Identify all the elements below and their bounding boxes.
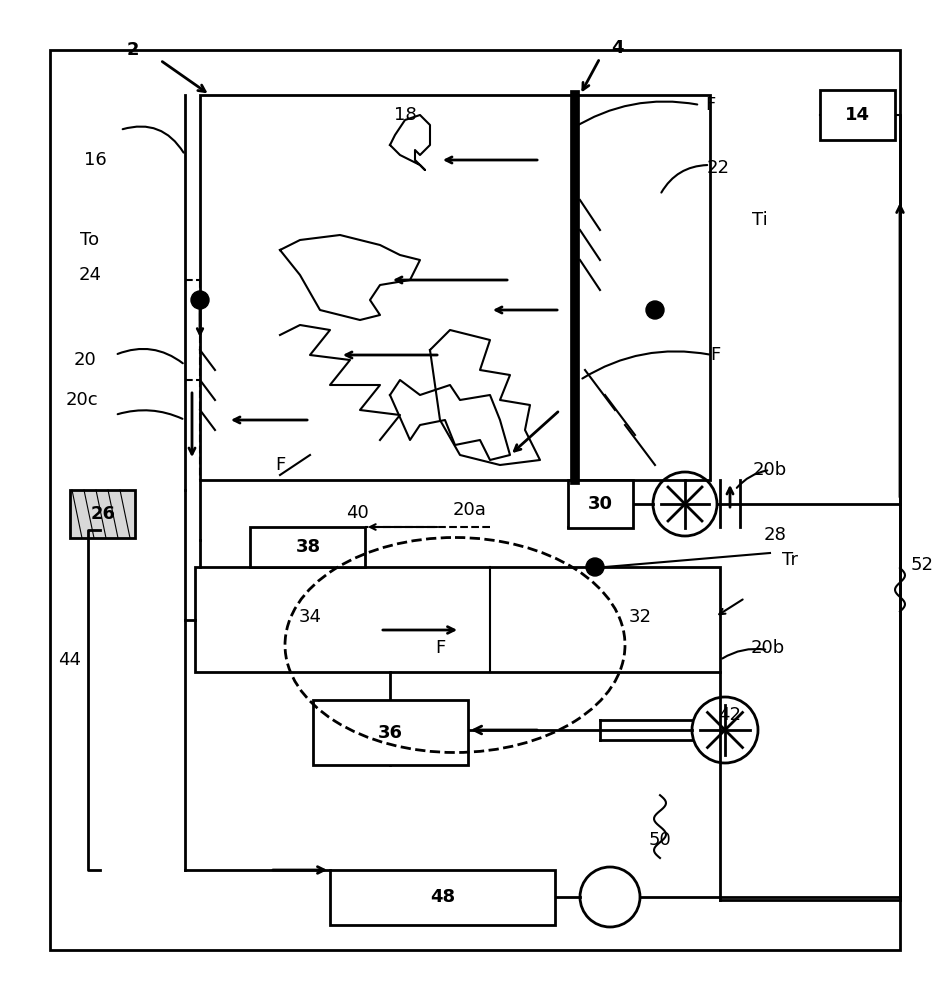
Text: 20b: 20b <box>751 639 786 657</box>
Text: 22: 22 <box>707 159 729 177</box>
Text: 20a: 20a <box>453 501 487 519</box>
Text: 24: 24 <box>79 266 102 284</box>
Bar <box>568 480 633 528</box>
Text: 50: 50 <box>649 831 671 849</box>
Text: 30: 30 <box>588 495 612 513</box>
Bar <box>250 527 365 567</box>
Text: 18: 18 <box>394 106 417 124</box>
Text: 20c: 20c <box>66 391 98 409</box>
Circle shape <box>646 301 664 319</box>
Text: F: F <box>275 456 285 474</box>
Text: 28: 28 <box>764 526 786 544</box>
Bar <box>330 870 555 925</box>
Text: 26: 26 <box>90 505 115 523</box>
Text: 14: 14 <box>844 106 869 124</box>
Text: 4: 4 <box>611 39 623 57</box>
Text: 52: 52 <box>910 556 934 574</box>
Bar <box>313 700 468 765</box>
Text: To: To <box>81 231 100 249</box>
Text: 2: 2 <box>126 41 139 59</box>
Circle shape <box>191 291 209 309</box>
Text: 38: 38 <box>296 538 320 556</box>
Text: 40: 40 <box>345 504 368 522</box>
Text: 36: 36 <box>378 724 402 742</box>
Text: 16: 16 <box>84 151 107 169</box>
Bar <box>70 490 135 538</box>
Text: 20b: 20b <box>753 461 787 479</box>
Bar <box>820 90 895 140</box>
Text: F: F <box>709 346 720 364</box>
Text: Ti: Ti <box>752 211 767 229</box>
Text: 34: 34 <box>299 608 321 626</box>
Text: 20: 20 <box>73 351 96 369</box>
Text: 48: 48 <box>431 888 456 906</box>
Bar <box>195 567 720 672</box>
Text: Tr: Tr <box>782 551 798 569</box>
Text: 44: 44 <box>59 651 82 669</box>
Text: F: F <box>705 96 715 114</box>
Text: 32: 32 <box>629 608 651 626</box>
Circle shape <box>586 558 604 576</box>
Bar <box>200 95 710 480</box>
Text: F: F <box>435 639 445 657</box>
Text: 42: 42 <box>719 706 742 724</box>
Bar <box>50 50 900 950</box>
